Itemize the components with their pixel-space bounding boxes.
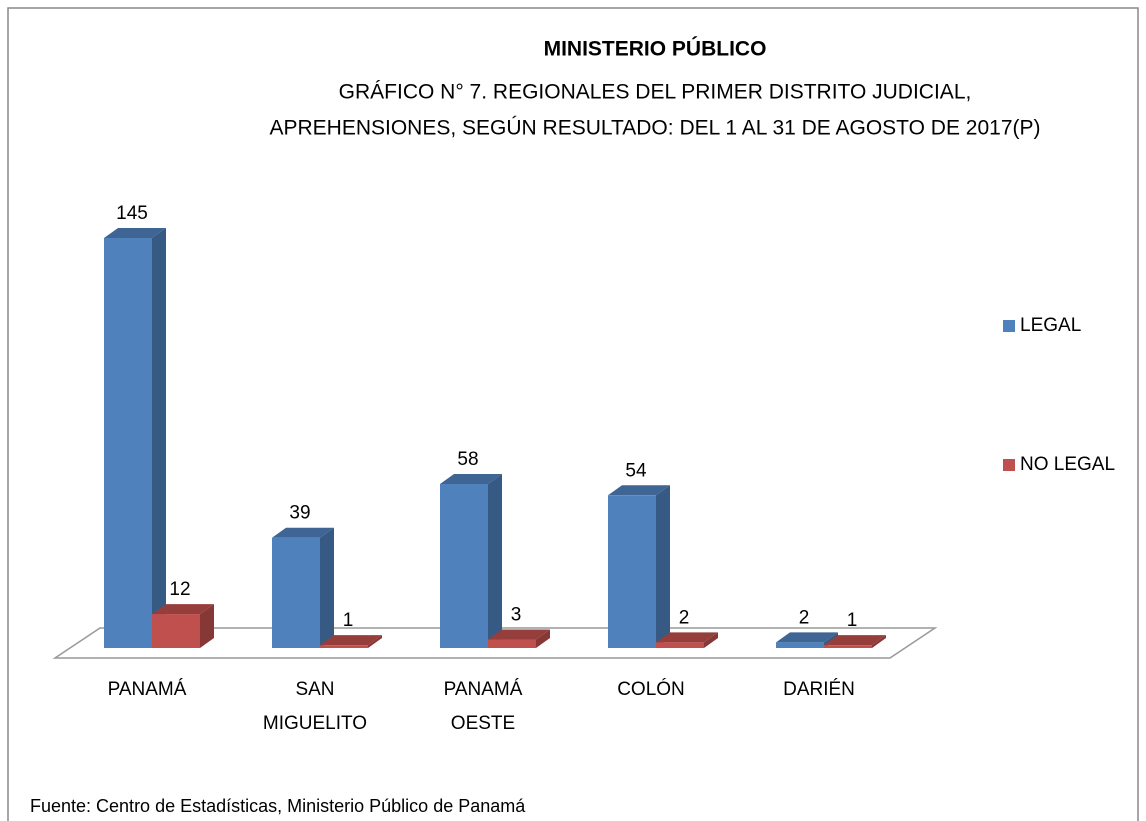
- bar-face: [152, 604, 214, 615]
- x-tick-label: PANAMÁ OESTE: [444, 679, 523, 734]
- bar: [824, 635, 886, 648]
- bar-face: [488, 474, 502, 648]
- bar-face: [440, 484, 488, 648]
- bar-face: [440, 474, 502, 484]
- data-label: 2: [799, 607, 810, 628]
- bar: [320, 635, 382, 648]
- bar-face: [152, 614, 200, 648]
- bar: [440, 474, 502, 648]
- bar-face: [320, 635, 382, 646]
- legend-label: LEGAL: [1020, 315, 1081, 336]
- bar-face: [200, 604, 214, 648]
- bar-face: [608, 495, 656, 648]
- bar-face: [656, 632, 718, 643]
- bar-face: [272, 527, 334, 538]
- data-label: 58: [457, 449, 478, 470]
- bar-face: [824, 645, 872, 648]
- bar-face: [704, 632, 718, 648]
- bar-face: [104, 238, 152, 648]
- legend-swatch: [1003, 459, 1015, 471]
- bar-face: [104, 228, 166, 238]
- bar-face: [536, 629, 550, 648]
- chart-subtitle: GRÁFICO N° 7. REGIONALES DEL PRIMER DIST…: [339, 81, 972, 104]
- source-note: Fuente: Centro de Estadísticas, Minister…: [30, 796, 526, 816]
- data-label: 1: [343, 610, 354, 631]
- x-tick-label: SAN MIGUELITO: [263, 679, 367, 734]
- x-tick-label: DARIÉN: [783, 679, 855, 700]
- legend-swatch: [1003, 320, 1015, 332]
- bar: [488, 629, 550, 648]
- bar-face: [488, 629, 550, 640]
- bar-face: [320, 527, 334, 648]
- data-label: 2: [679, 607, 690, 628]
- bar-face: [608, 485, 670, 496]
- bar-face: [776, 632, 838, 643]
- data-label: 12: [169, 579, 190, 600]
- data-label: 145: [116, 203, 148, 224]
- chart-frame: [7, 7, 1139, 821]
- bar-face: [320, 645, 368, 648]
- bar-face: [488, 639, 536, 648]
- bar-face: [656, 642, 704, 648]
- bar: [272, 527, 334, 648]
- chart-subtitle: APREHENSIONES, SEGÚN RESULTADO: DEL 1 AL…: [269, 117, 1040, 140]
- bar-face: [872, 635, 886, 648]
- bar-face: [152, 228, 166, 648]
- bar-face: [272, 537, 320, 648]
- data-label: 54: [625, 460, 647, 481]
- bar: [608, 485, 670, 648]
- x-tick-label: COLÓN: [617, 678, 685, 700]
- bar-face: [368, 635, 382, 648]
- x-tick-label: PANAMÁ: [108, 679, 187, 700]
- data-label: 3: [511, 605, 522, 626]
- data-label: 1: [847, 610, 858, 631]
- bar: [104, 228, 166, 648]
- data-label: 39: [289, 503, 310, 524]
- bar-face: [824, 635, 886, 646]
- bar-face: [656, 485, 670, 648]
- legend-label: NO LEGAL: [1020, 454, 1115, 475]
- bar: [152, 604, 214, 648]
- chart-title: MINISTERIO PÚBLICO: [544, 37, 767, 61]
- bar-face: [776, 642, 824, 648]
- bar: [656, 632, 718, 648]
